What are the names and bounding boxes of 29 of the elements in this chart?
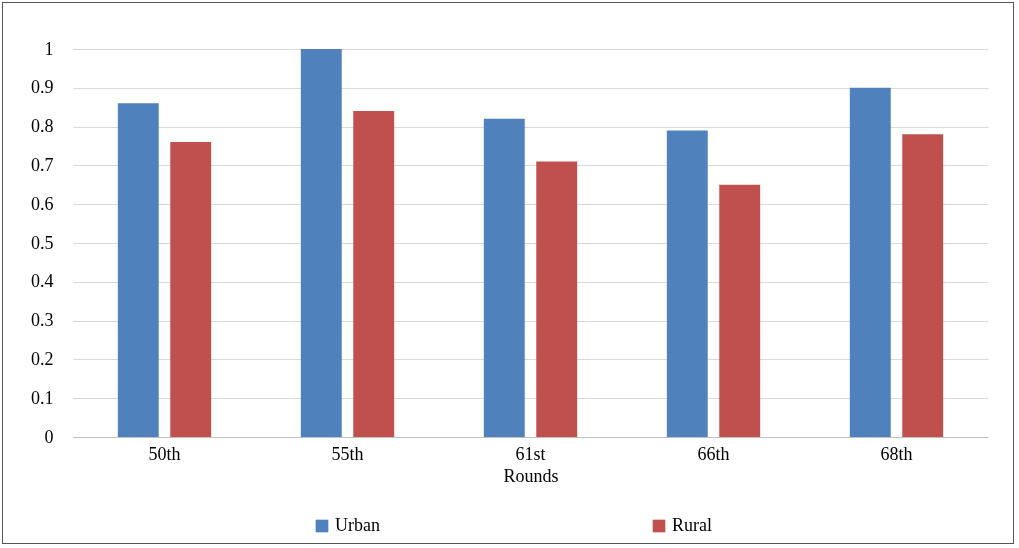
bar — [902, 134, 944, 437]
y-tick-label: 0.6 — [31, 193, 54, 214]
bar — [666, 130, 708, 437]
y-tick-label: 0.1 — [31, 387, 54, 408]
y-tick-label: 0 — [44, 426, 54, 447]
bar — [849, 87, 891, 437]
bar — [300, 49, 342, 437]
y-tick-label: 0.9 — [31, 77, 54, 98]
x-tick-label: 55th — [331, 443, 364, 464]
bar — [483, 118, 525, 437]
x-axis-title: Rounds — [503, 465, 559, 486]
x-tick-label: 61st — [515, 443, 546, 464]
y-tick-label: 0.8 — [31, 116, 54, 137]
bar — [536, 161, 578, 437]
y-tick-label: 0.5 — [31, 232, 54, 253]
bar — [117, 103, 159, 437]
y-tick-label: 0.4 — [31, 271, 54, 292]
x-tick-label: 66th — [697, 443, 730, 464]
legend-label: Urban — [335, 515, 380, 535]
bar — [719, 184, 761, 437]
y-tick-label: 0.3 — [31, 310, 54, 331]
bar — [353, 111, 395, 437]
x-tick-label: 68th — [880, 443, 913, 464]
bar — [170, 142, 212, 437]
y-tick-label: 1 — [44, 38, 54, 59]
y-tick-label: 0.2 — [31, 348, 54, 369]
x-tick-label: 50th — [148, 443, 181, 464]
legend-label: Rural — [672, 515, 712, 535]
y-tick-label: 0.7 — [31, 154, 54, 175]
